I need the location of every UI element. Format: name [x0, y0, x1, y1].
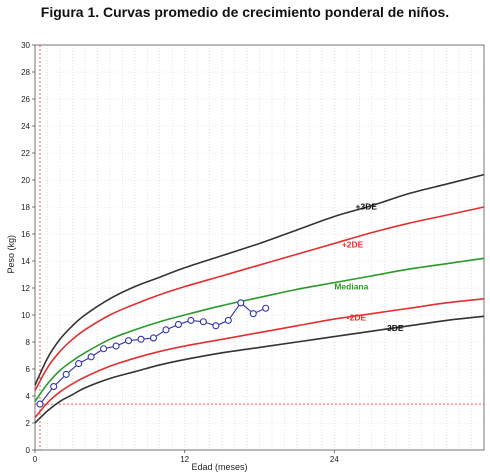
patient-point	[262, 304, 270, 312]
patient-point	[112, 342, 120, 350]
patient-point	[237, 299, 245, 307]
x-tick-label: 12	[180, 455, 189, 464]
patient-point	[50, 382, 58, 391]
patient-point	[137, 335, 145, 343]
y-tick-label: 14	[21, 257, 30, 266]
curve-label: +3DE	[356, 202, 378, 212]
curve-label: +2DE	[342, 240, 364, 250]
patient-point	[174, 320, 182, 329]
patient-point	[36, 400, 44, 408]
y-tick-label: 4	[26, 392, 31, 401]
y-tick-label: 22	[21, 149, 30, 158]
curve-mediana	[34, 257, 485, 402]
y-tick-label: 24	[21, 122, 30, 131]
y-tick-label: 26	[21, 95, 30, 104]
patient-point	[100, 345, 108, 353]
x-tick-label: 0	[33, 455, 38, 464]
patient-point	[124, 337, 133, 345]
grid	[35, 44, 484, 451]
patient-point	[149, 334, 158, 342]
curve-label: Mediana	[334, 281, 368, 291]
y-tick-label: 20	[21, 176, 30, 185]
plot-frame	[34, 44, 485, 451]
x-axis-label: Edad (meses)	[191, 462, 247, 472]
reference-curves	[34, 173, 485, 424]
curve-3de	[34, 173, 485, 386]
y-tick-label: 6	[26, 365, 31, 374]
y-tick-label: 18	[21, 203, 30, 212]
patient-point	[199, 318, 207, 326]
curve-2de	[34, 298, 485, 419]
patient-point	[75, 360, 83, 368]
y-tick-label: 16	[21, 230, 30, 239]
patient-point	[162, 326, 170, 334]
patient-point	[224, 316, 232, 324]
patient-series	[36, 299, 270, 408]
patient-point	[212, 322, 220, 330]
y-tick-label: 8	[26, 338, 31, 347]
curve-label: -2DE	[347, 312, 367, 322]
y-axis-label: Peso (kg)	[6, 235, 16, 274]
y-tick-label: 12	[21, 284, 30, 293]
patient-point	[87, 353, 95, 361]
curve-3de	[34, 315, 485, 424]
y-tick-label: 30	[21, 41, 30, 50]
patient-point	[249, 310, 257, 318]
curve-label: -3DE	[384, 323, 404, 333]
y-tick-label: 0	[26, 446, 31, 455]
y-tick-label: 28	[21, 68, 30, 77]
curve-labels: +3DE +2DE Mediana -2DE -3DE	[334, 202, 404, 334]
curve-2de	[34, 206, 485, 391]
y-tick-label: 2	[26, 419, 31, 428]
x-tick-label: 24	[330, 455, 339, 464]
patient-point	[62, 370, 70, 378]
chart-title: Figura 1. Curvas promedio de crecimiento…	[40, 4, 450, 20]
y-tick-label: 10	[21, 311, 30, 320]
patient-point	[187, 316, 195, 324]
